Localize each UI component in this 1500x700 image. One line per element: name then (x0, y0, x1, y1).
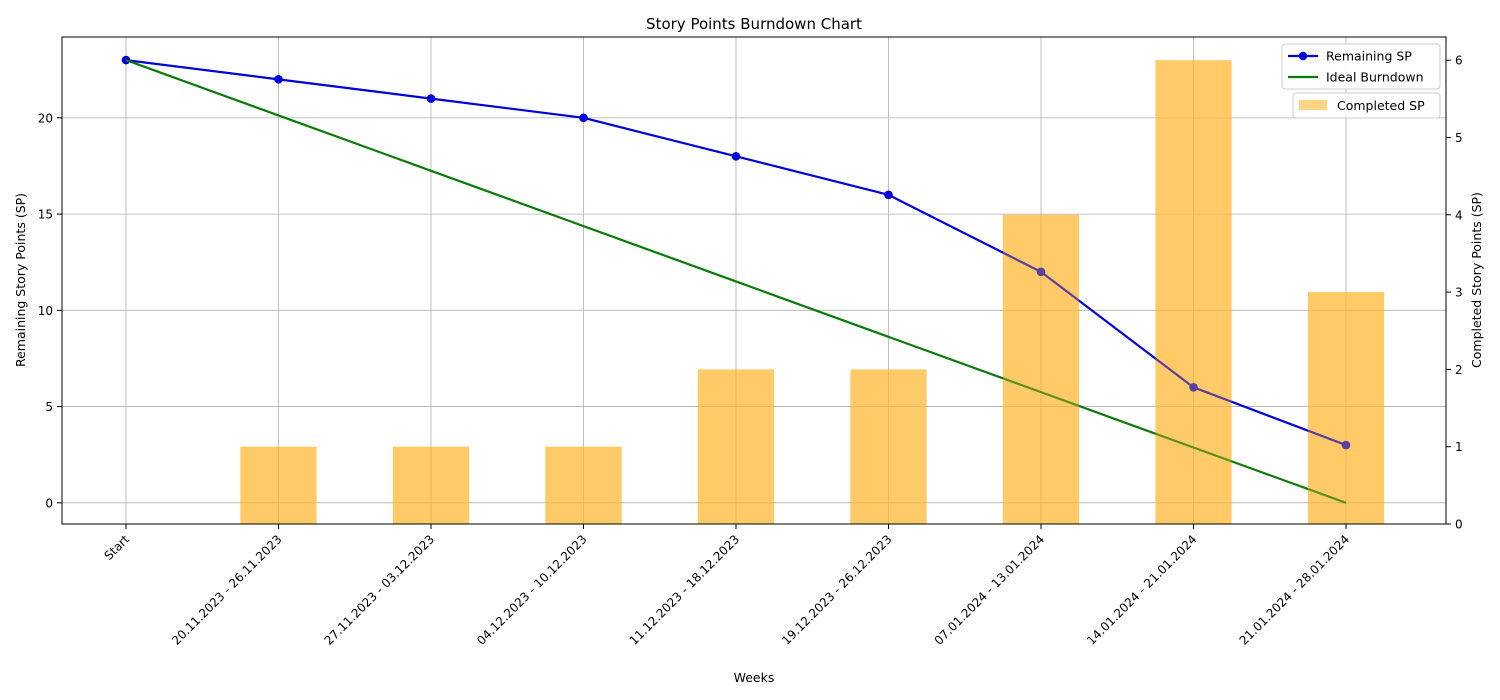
plot-border (61, 36, 1447, 525)
x-tick-label: 21.01.2024 - 28.01.2024 (1237, 532, 1353, 648)
legend-box (1292, 92, 1441, 119)
y-left-tick-label: 0 (45, 496, 53, 510)
y-right-tick-label: 4 (1455, 208, 1463, 222)
x-tick-label: 14.01.2024 - 21.01.2024 (1084, 532, 1200, 648)
point-remaining-sp (1341, 440, 1351, 450)
x-tick-label: 07.01.2024 - 13.01.2024 (932, 532, 1048, 648)
legend-bars: Completed SP (1292, 92, 1441, 119)
bar-completed-sp (1307, 292, 1385, 524)
legend-lines: Remaining SP Ideal Burndown (1281, 43, 1441, 90)
y-left-tick-label: 5 (45, 400, 53, 414)
y-right-tick-label: 3 (1455, 286, 1463, 300)
legend-label: Ideal Burndown (1326, 70, 1424, 85)
bar-completed-sp (545, 446, 622, 524)
y-right-tick-label: 2 (1455, 363, 1463, 377)
y-left-tick-label: 15 (38, 208, 53, 222)
completed-sp-bars (240, 60, 1385, 525)
legend-box (1281, 43, 1441, 90)
y-axis-right-label: Completed Story Points (SP) (1469, 192, 1484, 368)
x-tick-label: 11.12.2023 - 18.12.2023 (627, 532, 743, 648)
bar-completed-sp-overlay (850, 369, 927, 524)
x-tick-label: 20.11.2023 - 26.11.2023 (169, 532, 285, 648)
y-left-tick-label: 10 (38, 304, 53, 318)
line-ideal-burndown (125, 59, 1347, 504)
y-right-tick-label: 5 (1455, 131, 1463, 145)
bar-completed-sp (850, 369, 927, 524)
point-remaining-sp (426, 94, 436, 103)
bar-completed-sp (1002, 214, 1080, 525)
y-right-tick-label: 1 (1455, 440, 1463, 454)
point-remaining-sp (884, 190, 893, 200)
x-tick-label: 19.12.2023 - 26.12.2023 (779, 532, 895, 648)
bar-completed-sp-overlay (392, 446, 470, 524)
x-axis-label: Weeks (734, 670, 775, 685)
bar-completed-sp-overlay (697, 369, 775, 524)
legend-swatch-bar (1299, 100, 1327, 110)
x-tick-label: 04.12.2023 - 10.12.2023 (474, 532, 590, 648)
y-right-tick-label: 6 (1455, 54, 1463, 68)
chart-title: Story Points Burndown Chart (646, 15, 862, 33)
x-tick-label: Start (101, 532, 132, 563)
bar-completed-sp-overlay (1155, 60, 1232, 524)
bar-completed-sp-overlay (1002, 214, 1080, 525)
plot-frame (61, 36, 1447, 525)
bar-completed-sp-overlay (1307, 292, 1385, 524)
legend-label: Remaining SP (1326, 49, 1412, 64)
bar-completed-sp (240, 446, 317, 524)
bar-completed-sp (697, 369, 775, 524)
bar-completed-sp (392, 446, 470, 524)
legend-label: Completed SP (1337, 98, 1425, 113)
point-remaining-sp (731, 152, 741, 161)
bar-completed-sp-overlay (240, 446, 317, 524)
x-tick-label: 27.11.2023 - 03.12.2023 (322, 532, 438, 648)
tick-labels: 0 5 10 15 20 0 1 2 3 4 5 6 Start 20.11.2023 - 26.11.2… (38, 54, 1463, 648)
y-axis-left-label: Remaining Story Points (SP) (13, 193, 28, 367)
point-remaining-sp (1189, 383, 1198, 392)
point-remaining-sp (274, 75, 283, 84)
legend-swatch-marker (1298, 51, 1308, 61)
y-left-tick-label: 20 (38, 111, 53, 125)
bar-completed-sp-overlay (545, 446, 622, 524)
y-right-tick-label: 0 (1455, 518, 1463, 532)
point-remaining-sp (579, 113, 588, 123)
line-series (121, 55, 1385, 525)
point-remaining-sp (1036, 267, 1046, 277)
